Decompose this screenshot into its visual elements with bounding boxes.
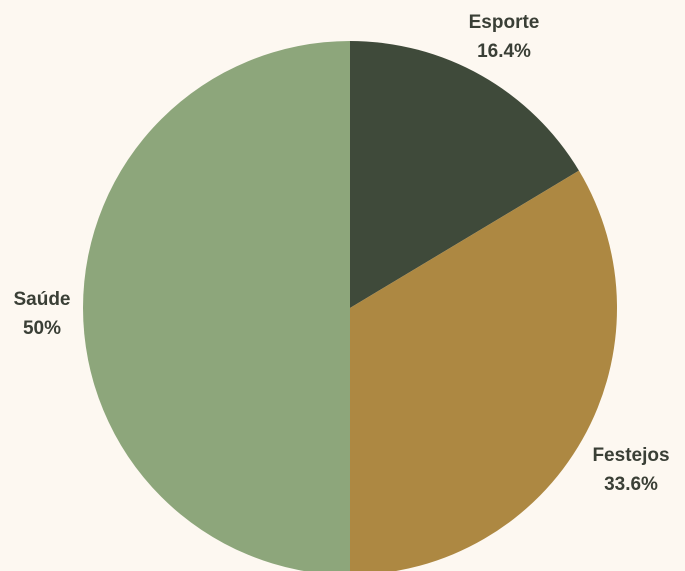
pie-slice-esporte [350, 41, 579, 308]
slice-value-festejos: 33.6% [604, 474, 658, 495]
slices-layer [83, 41, 617, 571]
slice-label-esporte: Esporte [469, 12, 540, 33]
pie-slice-saúde [83, 41, 350, 571]
pie-slice-festejos [350, 170, 617, 571]
labels-layer: Esporte 16.4% Festejos 33.6% Saúde 50% [13, 12, 669, 495]
slice-label-festejos: Festejos [592, 445, 669, 466]
slice-label-saúde: Saúde [13, 289, 70, 310]
slice-value-saúde: 50% [23, 318, 61, 339]
slice-value-esporte: 16.4% [477, 41, 531, 62]
